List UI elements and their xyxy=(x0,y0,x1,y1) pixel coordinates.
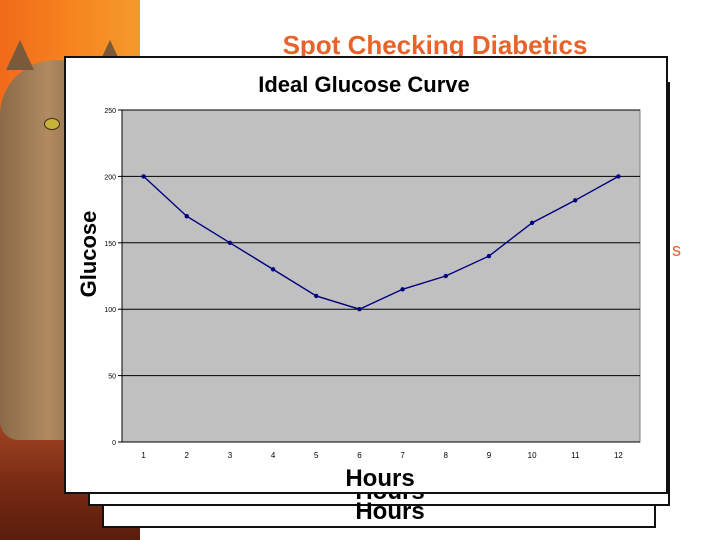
gridlines xyxy=(118,109,640,443)
data-point xyxy=(141,174,146,179)
data-point xyxy=(486,253,492,259)
x-tick-label: 8 xyxy=(444,451,449,460)
data-point xyxy=(573,198,578,203)
x-tick-label: 2 xyxy=(185,451,190,460)
chart-title: Ideal Glucose Curve xyxy=(258,72,470,97)
x-tick-label: 9 xyxy=(487,451,492,460)
data-point xyxy=(529,220,535,226)
data-point xyxy=(357,307,362,312)
x-tick-labels: 1 2 3 4 5 6 7 8 9 10 11 12 xyxy=(141,451,623,460)
x-tick-label: 12 xyxy=(614,451,623,460)
stray-text: s xyxy=(672,240,681,260)
data-point xyxy=(314,293,319,299)
glucose-chart: Ideal Glucose Curve Glucose Hours 050100… xyxy=(76,72,641,492)
data-point xyxy=(400,287,405,292)
x-tick-label: 7 xyxy=(400,451,405,460)
series-glucose xyxy=(141,174,621,312)
x-axis-label: Hours xyxy=(345,465,414,492)
y-tick-label: 100 xyxy=(104,307,116,314)
y-axis-label: Glucose xyxy=(76,211,101,298)
y-tick-label: 150 xyxy=(104,241,116,248)
series-line xyxy=(143,175,619,310)
plot-area xyxy=(121,109,641,443)
y-tick-label: 200 xyxy=(104,174,116,181)
cat-eye xyxy=(44,118,60,130)
data-point xyxy=(616,174,621,179)
x-tick-label: 6 xyxy=(357,451,362,460)
y-tick-label: 250 xyxy=(104,108,116,115)
data-point xyxy=(227,240,233,245)
y-tick-label: 0 xyxy=(112,440,116,447)
data-point xyxy=(270,267,276,272)
x-tick-label: 4 xyxy=(271,451,276,460)
data-point xyxy=(184,214,189,219)
ghost-x-axis-label: Hours xyxy=(355,498,425,525)
x-tick-label: 11 xyxy=(571,451,580,460)
slide-title: Spot Checking Diabetics xyxy=(282,30,588,60)
cat-ear-left xyxy=(6,40,34,70)
chart-card: Ideal Glucose Curve Glucose Hours 0 50 100… xyxy=(64,56,668,494)
y-tick-labels: 0 50 100 150 200 250 xyxy=(104,108,116,447)
x-tick-label: 3 xyxy=(228,451,233,460)
x-tick-label: 1 xyxy=(141,451,146,460)
data-point xyxy=(443,273,448,279)
y-tick-label: 50 xyxy=(108,374,116,381)
x-tick-label: 5 xyxy=(314,451,319,460)
x-tick-label: 10 xyxy=(528,451,537,460)
